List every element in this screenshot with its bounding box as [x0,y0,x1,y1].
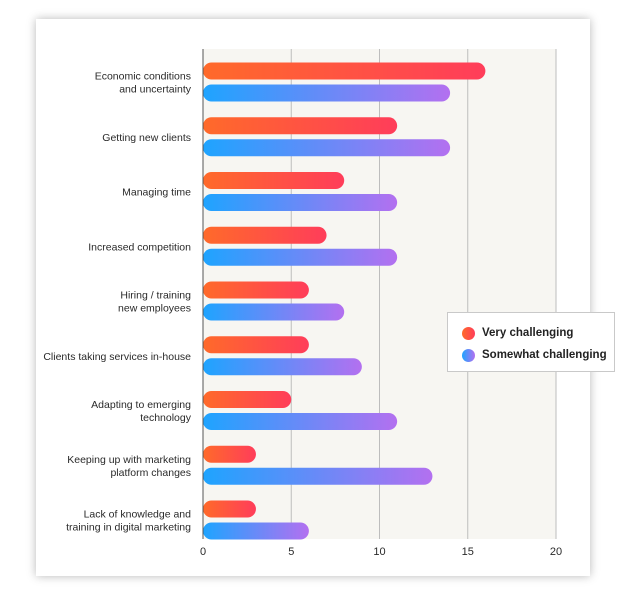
category-label-3: Managing time [122,187,191,199]
category-label-1: Economic conditions and uncertainty [95,71,192,96]
bar-somewhat-challenging-7 [203,413,398,430]
x-tick-label-5: 5 [288,546,294,558]
category-label-5: Hiring / training new employees [118,290,191,315]
legend-item-somewhat-challenging: Somewhat challenging [462,347,607,363]
legend: Very challenging Somewhat challenging [447,312,615,372]
bar-somewhat-challenging-9 [203,522,309,540]
category-label-7: Adapting to emerging technology [91,399,192,424]
category-label-4: Increased competition [88,241,191,253]
x-tick-label-15: 15 [462,546,474,558]
category-label-6: Clients taking services in-house [43,351,191,363]
legend-item-very-challenging: Very challenging [462,325,573,341]
chart-card: 0 5 10 15 20 Economic conditions and uncertain… [36,19,615,576]
legend-swatch-very-challenging [462,326,475,340]
category-label-9: Lack of knowledge and training in digital… [66,509,191,534]
legend-label-very-challenging: Very challenging [482,327,574,339]
bar-very-challenging-6 [203,336,309,354]
x-tick-label-0: 0 [200,546,206,558]
bar-very-challenging-1 [203,62,486,80]
category-label-8: Keeping up with marketing platform change… [67,454,191,479]
bar-very-challenging-7 [203,391,292,408]
bar-somewhat-challenging-8 [203,467,433,485]
bar-somewhat-challenging-6 [203,358,362,376]
bar-very-challenging-5 [203,281,309,299]
legend-label-somewhat-challenging: Somewhat challenging [482,349,607,361]
bar-very-challenging-8 [203,445,256,463]
x-tick-label-20: 20 [550,546,562,558]
bar-very-challenging-3 [203,172,345,189]
bar-very-challenging-4 [203,226,327,244]
bar-somewhat-challenging-4 [203,248,398,266]
bar-chart: 0 5 10 15 20 Economic conditions and uncertain… [43,49,562,558]
bar-somewhat-challenging-5 [203,303,345,321]
bar-somewhat-challenging-3 [203,194,398,211]
bar-very-challenging-9 [203,500,256,518]
category-label-2: Getting new clients [102,132,191,144]
x-tick-label-10: 10 [373,546,385,558]
bar-very-challenging-2 [203,117,398,135]
bar-somewhat-challenging-1 [203,84,451,102]
bar-somewhat-challenging-2 [203,139,451,157]
legend-swatch-somewhat-challenging [462,348,475,362]
